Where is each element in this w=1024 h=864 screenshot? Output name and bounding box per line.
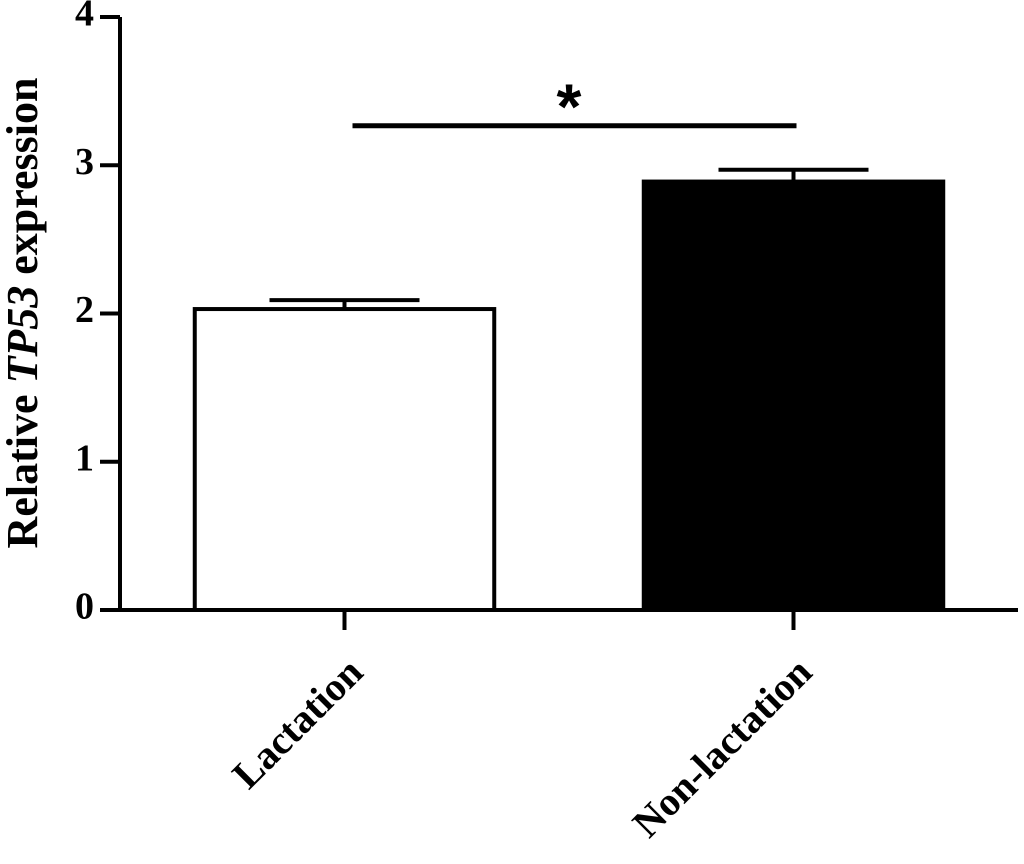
x-tick-label: Non-lactation bbox=[624, 649, 821, 846]
significance-label: * bbox=[557, 71, 582, 143]
y-axis-label: Relative TP53 expression bbox=[0, 78, 47, 549]
y-label-gene: TP53 bbox=[0, 286, 47, 384]
y-tick-label: 2 bbox=[75, 289, 94, 331]
y-tick-label: 4 bbox=[75, 0, 94, 35]
bar bbox=[192, 307, 497, 612]
error-bar bbox=[269, 298, 420, 310]
error-bar bbox=[718, 167, 869, 182]
y-tick-label: 0 bbox=[75, 586, 94, 628]
y-label-part: expression bbox=[0, 78, 47, 275]
x-tick-label: Lactation bbox=[223, 649, 371, 797]
y-tick-label: 3 bbox=[75, 141, 94, 183]
bar bbox=[641, 179, 946, 612]
y-tick-label: 1 bbox=[75, 437, 94, 479]
y-label-part: Relative bbox=[0, 395, 47, 549]
